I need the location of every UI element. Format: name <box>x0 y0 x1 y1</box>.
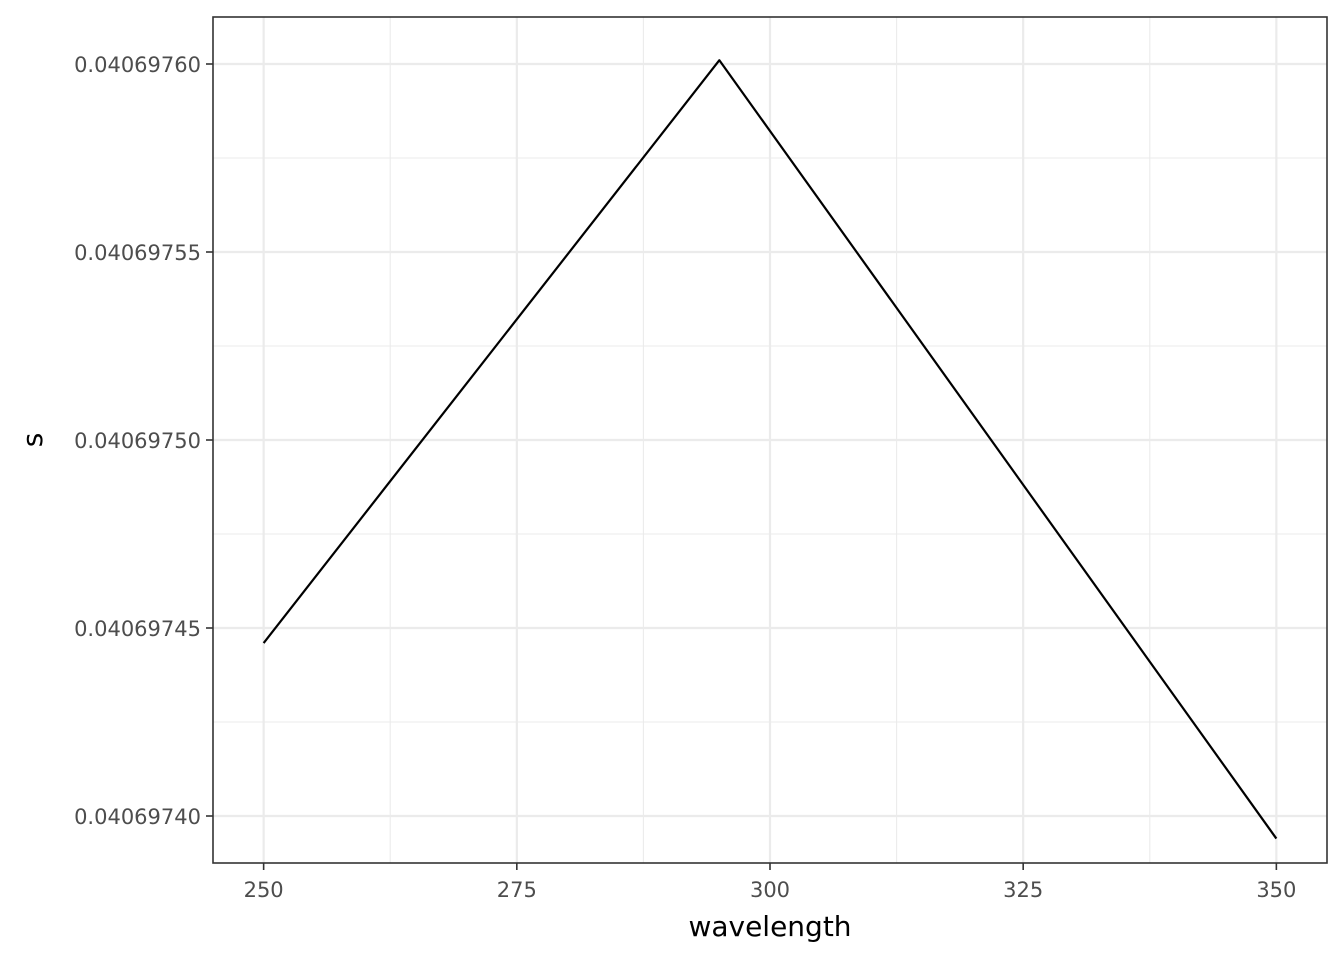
y-tick-label: 0.04069740 <box>74 805 201 829</box>
x-tick-label: 300 <box>750 878 790 902</box>
x-tick-label: 350 <box>1256 878 1296 902</box>
y-tick-label: 0.04069750 <box>74 429 201 453</box>
major-gridlines <box>213 17 1327 863</box>
x-axis-ticks: 250 275 300 325 350 <box>244 863 1296 902</box>
x-tick-label: 275 <box>497 878 537 902</box>
y-tick-label: 0.04069755 <box>74 241 201 265</box>
x-tick-label: 250 <box>244 878 284 902</box>
y-axis-ticks: 0.04069740 0.04069745 0.04069750 0.04069755… <box>74 53 213 829</box>
y-axis-title: s <box>16 433 49 448</box>
series-line-s <box>262 59 1278 840</box>
x-tick-label: 325 <box>1003 878 1043 902</box>
y-tick-label: 0.04069745 <box>74 617 201 641</box>
y-tick-label: 0.04069760 <box>74 53 201 77</box>
x-axis-title: wavelength <box>688 910 851 943</box>
